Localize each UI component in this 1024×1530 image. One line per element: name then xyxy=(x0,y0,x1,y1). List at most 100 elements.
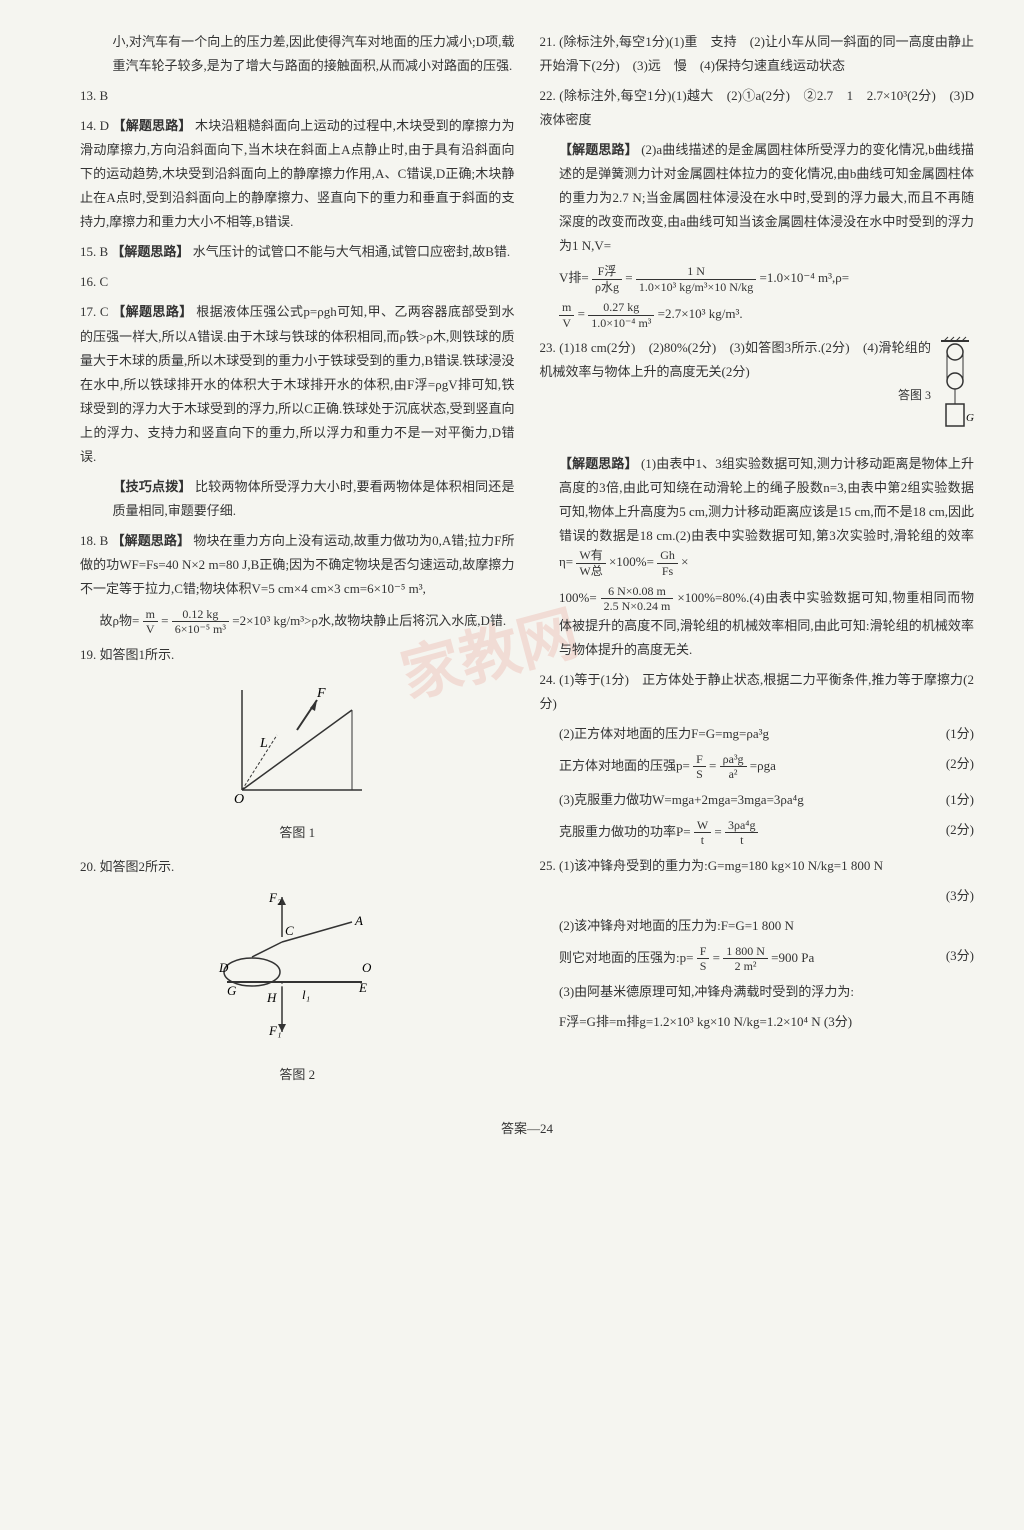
q18-label: 【解题思路】 xyxy=(112,533,190,548)
q24-3b-score: (2分) xyxy=(946,818,974,842)
q24-2b-frac2: ρa³ga² xyxy=(720,752,747,782)
q23-eq2: × xyxy=(681,554,688,569)
q23: G 23. (1)18 cm(2分) (2)80%(2分) (3)如答图3所示.… xyxy=(540,336,975,446)
fig2-label-o: O xyxy=(362,960,372,975)
q24-3b-frac1: Wt xyxy=(694,818,711,848)
q18: 18. B 【解题思路】 物块在重力方向上没有运动,故重力做功为0,A错;拉力F… xyxy=(80,529,515,601)
q25-2: (2)该冲锋舟对地面的压力为:F=G=1 800 N xyxy=(540,914,975,938)
q15: 15. B 【解题思路】 水气压计的试管口不能与大气相通,试管口应密封,故B错. xyxy=(80,240,515,264)
q16: 16. C xyxy=(80,270,515,294)
page-footer: 答案—24 xyxy=(80,1117,974,1141)
q13: 13. B xyxy=(80,84,515,108)
fig2-label-f2: F₂ xyxy=(268,890,282,905)
fig2-label-g: G xyxy=(227,983,237,998)
two-column-layout: 小,对汽车有一个向上的压力差,因此使得汽车对地面的压力减小;D项,载重汽车轮子较… xyxy=(80,30,974,1097)
figure-1-svg: F L O xyxy=(222,675,372,805)
q25-2b-text: 则它对地面的压强为:p= xyxy=(559,950,693,965)
figure-1-container: F L O xyxy=(80,675,515,813)
frac-m-v: mV xyxy=(143,607,158,637)
q22-explanation: 【解题思路】 (2)a曲线描述的是金属圆柱体所受浮力的变化情况,b曲线描述的是弹… xyxy=(540,138,975,258)
fig2-label-c: C xyxy=(285,923,294,938)
figure-3-svg: G xyxy=(936,336,974,446)
fig2-label-h: H xyxy=(266,990,277,1005)
q17-tip-label: 【技巧点拨】 xyxy=(113,479,192,494)
q23-text: 23. (1)18 cm(2分) (2)80%(2分) (3)如答图3所示.(2… xyxy=(540,340,932,379)
q24-2b-eq2: =ρga xyxy=(750,758,776,773)
q24-2b-frac1: FS xyxy=(693,752,706,782)
fig1-label-l: L xyxy=(259,736,268,751)
frac-012-610: 0.12 kg6×10⁻⁵ m³ xyxy=(172,607,229,637)
q18-text2: 故ρ物= xyxy=(100,613,140,628)
q14-number: 14. D xyxy=(80,118,109,133)
q18-text3: =2×10³ kg/m³>ρ水,故物块静止后将沉入水底,D错. xyxy=(232,613,506,628)
q25-3: (3)由阿基米德原理可知,冲锋舟满载时受到的浮力为: xyxy=(540,980,975,1004)
q24-3-score: (1分) xyxy=(946,788,974,812)
fig1-label-f: F xyxy=(316,686,326,701)
q19: 19. 如答图1所示. xyxy=(80,643,515,667)
q25-1-score-line: (3分) xyxy=(540,884,975,908)
q24-2b-score: (2分) xyxy=(946,752,974,776)
q14-text: 木块沿粗糙斜面向上运动的过程中,木块受到的摩擦力为滑动摩擦力,方向沿斜面向下,当… xyxy=(80,118,515,229)
left-column: 小,对汽车有一个向上的压力差,因此使得汽车对地面的压力减小;D项,载重汽车轮子较… xyxy=(80,30,515,1097)
q23-frac2: GhFs xyxy=(657,548,678,578)
q22: 22. (除标注外,每空1分)(1)越大 (2)①a(2分) ②2.7 1 2.… xyxy=(540,84,975,132)
q15-text: 水气压计的试管口不能与大气相通,试管口应密封,故B错. xyxy=(193,244,510,259)
q22-eq2: = xyxy=(625,270,632,285)
q24-2-score: (1分) xyxy=(946,722,974,746)
q24-3b: 克服重力做功的功率P= Wt = 3ρa⁴gt (2分) xyxy=(540,818,975,848)
q22-exp1: (2)a曲线描述的是金属圆柱体所受浮力的变化情况,b曲线描述的是弹簧测力计对金属… xyxy=(559,142,974,253)
q21: 21. (除标注外,每空1分)(1)重 支持 (2)让小车从同一斜面的同一高度由… xyxy=(540,30,975,78)
intro-paragraph: 小,对汽车有一个向上的压力差,因此使得汽车对地面的压力减小;D项,载重汽车轮子较… xyxy=(80,30,515,78)
q18-eq: = xyxy=(161,613,168,628)
q24-2-text: (2)正方体对地面的压力F=G=mg=ρa³g xyxy=(559,726,769,741)
q18-line2: 故ρ物= mV = 0.12 kg6×10⁻⁵ m³ =2×10³ kg/m³>… xyxy=(80,607,515,637)
q23-label: 【解题思路】 xyxy=(559,456,638,471)
q25-2b-frac2: 1 800 N2 m² xyxy=(723,944,768,974)
q22-eq4: = xyxy=(578,306,585,321)
q24-3b-text: 克服重力做功的功率P= xyxy=(559,824,691,839)
q23-eq-line2: 100%= 6 N×0.08 m2.5 N×0.24 m ×100%=80%.(… xyxy=(540,584,975,662)
q22-label: 【解题思路】 xyxy=(559,142,638,157)
fig2-label-a: A xyxy=(354,913,363,928)
q25-2b-eq2: =900 Pa xyxy=(771,950,814,965)
q24-3b-eq: = xyxy=(714,824,721,839)
q18-number: 18. B xyxy=(80,533,108,548)
q24-2: (2)正方体对地面的压力F=G=mg=ρa³g (1分) xyxy=(540,722,975,746)
q17: 17. C 【解题思路】 根据液体压强公式p=ρgh可知,甲、乙两容器底部受到水… xyxy=(80,300,515,468)
q22-eq-line1: V排= F浮ρ水g = 1 N1.0×10³ kg/m³×10 N/kg =1.… xyxy=(540,264,975,294)
q23-frac1: W有W总 xyxy=(576,548,605,578)
q23-frac3: 6 N×0.08 m2.5 N×0.24 m xyxy=(601,584,674,614)
figure-1-caption: 答图 1 xyxy=(80,821,515,845)
q24-3: (3)克服重力做功W=mga+2mga=3mga=3ρa⁴g (1分) xyxy=(540,788,975,812)
q25-2b-frac1: FS xyxy=(697,944,710,974)
fig2-label-l1: l₁ xyxy=(302,987,310,1002)
q23-eq3: 100%= xyxy=(559,590,597,605)
q23-eq1: ×100%= xyxy=(609,554,654,569)
page-content: 小,对汽车有一个向上的压力差,因此使得汽车对地面的压力减小;D项,载重汽车轮子较… xyxy=(80,30,974,1141)
q25-2b-score: (3分) xyxy=(946,944,974,968)
q22-frac4: 0.27 kg1.0×10⁻⁴ m³ xyxy=(588,300,654,330)
q23-exp: (1)由表中1、3组实验数据可知,测力计移动距离是物体上升高度的3倍,由此可知绕… xyxy=(559,456,974,569)
q20: 20. 如答图2所示. xyxy=(80,855,515,879)
q22-frac1: F浮ρ水g xyxy=(592,264,622,294)
fig2-label-f1: F₁ xyxy=(268,1023,281,1038)
q24-1: 24. (1)等于(1分) 正方体处于静止状态,根据二力平衡条件,推力等于摩擦力… xyxy=(540,668,975,716)
q22-frac3: mV xyxy=(559,300,574,330)
q17-tip: 【技巧点拨】 比较两物体所受浮力大小时,要看两物体是体积相同还是质量相同,审题要… xyxy=(80,475,515,523)
q22-eq5: =2.7×10³ kg/m³. xyxy=(658,306,743,321)
q25-2b: 则它对地面的压强为:p= FS = 1 800 N2 m² =900 Pa (3… xyxy=(540,944,975,974)
q17-text: 根据液体压强公式p=ρgh可知,甲、乙两容器底部受到水的压强一样大,所以A错误.… xyxy=(80,304,515,463)
q17-number: 17. C xyxy=(80,304,109,319)
q22-eq3: =1.0×10⁻⁴ m³,ρ= xyxy=(759,270,849,285)
q25-1: 25. (1)该冲锋舟受到的重力为:G=mg=180 kg×10 N/kg=1 … xyxy=(540,854,975,878)
q14: 14. D 【解题思路】 木块沿粗糙斜面向上运动的过程中,木块受到的摩擦力为滑动… xyxy=(80,114,515,234)
fig3-label-g: G xyxy=(966,412,974,424)
fig2-label-e: E xyxy=(358,980,367,995)
q14-label: 【解题思路】 xyxy=(113,118,192,133)
q24-3-text: (3)克服重力做功W=mga+2mga=3mga=3ρa⁴g xyxy=(559,792,804,807)
q15-number: 15. B xyxy=(80,244,108,259)
q25-2b-eq: = xyxy=(713,950,720,965)
figure-3-caption: 答图 3 xyxy=(540,384,975,406)
figure-2-svg: F₂ A C D O G E H l₁ F₁ xyxy=(207,887,387,1047)
fig1-label-o: O xyxy=(234,792,244,805)
